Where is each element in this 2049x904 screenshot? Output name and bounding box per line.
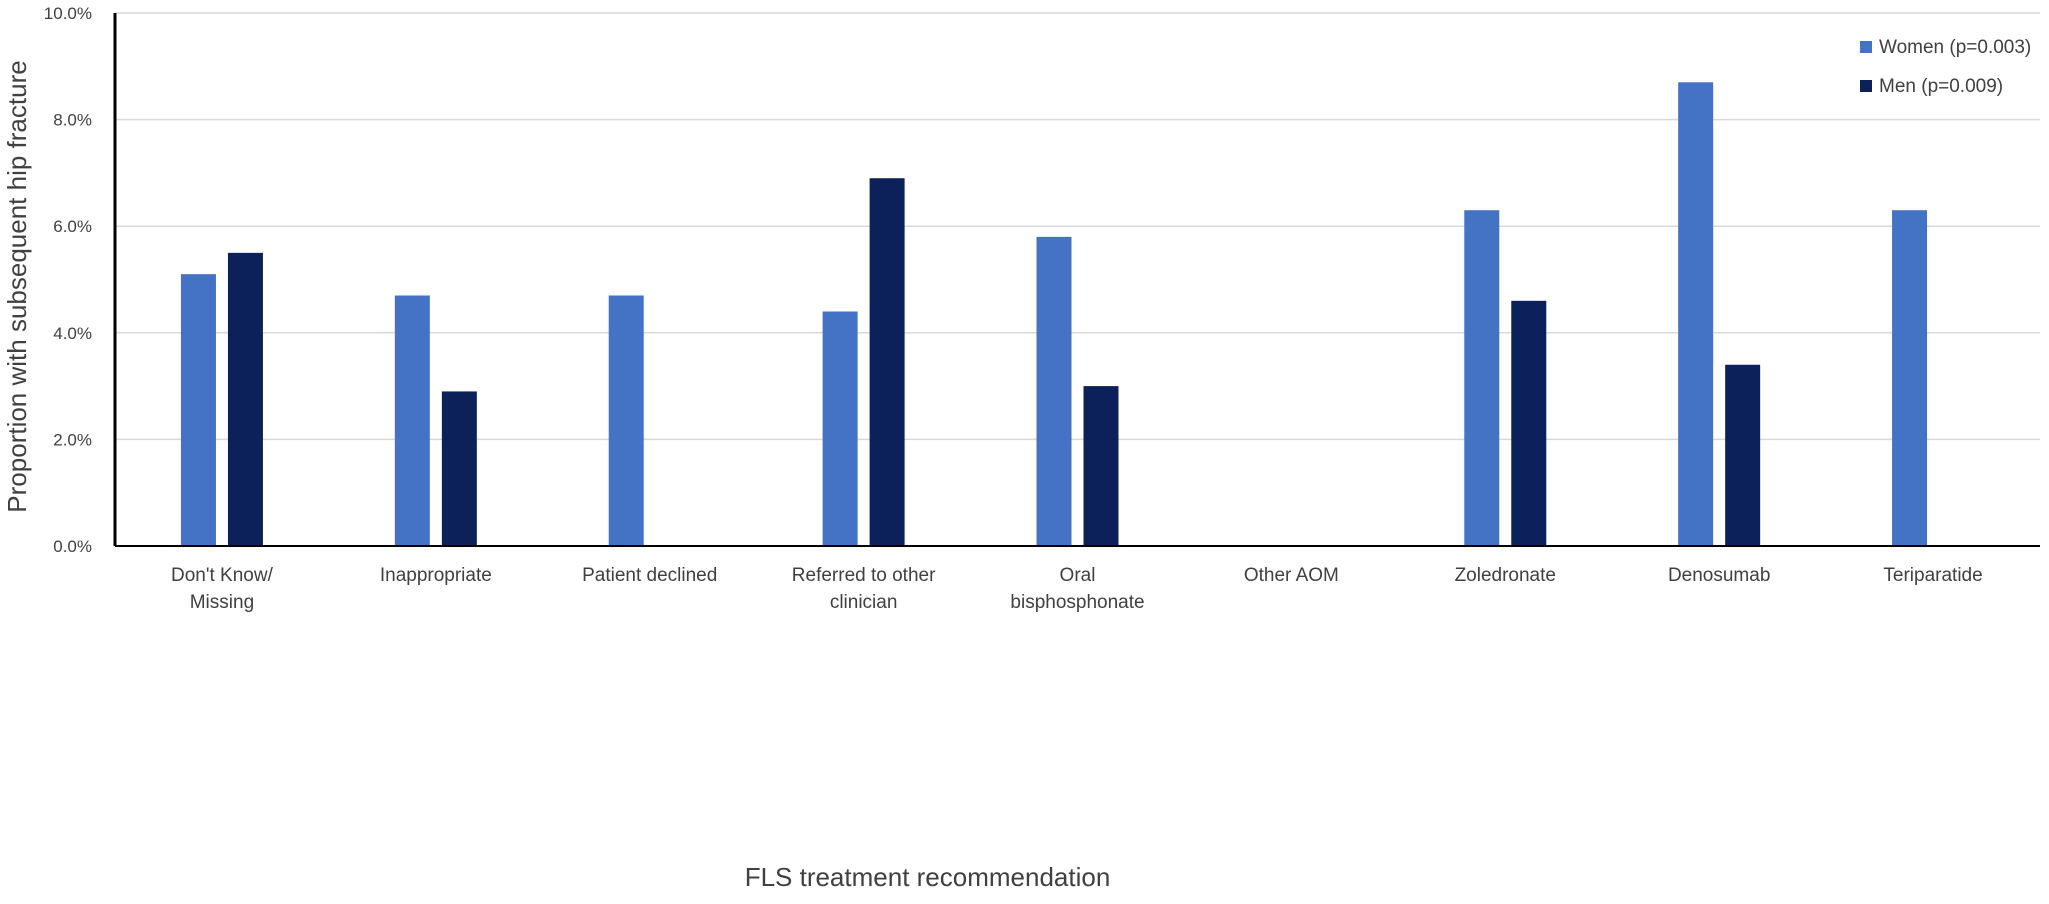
legend-swatch [1860,41,1872,53]
y-tick-label: 4.0% [53,324,92,343]
men-bar [1511,300,1547,546]
x-axis-title: FLS treatment recommendation [745,862,1111,892]
x-category-label: Referred to other clinician [792,565,936,613]
women-bar [1892,210,1928,546]
x-category-label: Inappropriate [380,565,492,586]
women-bar [822,311,858,546]
women-bar [394,295,430,546]
y-tick-label: 10.0% [44,4,92,23]
x-category-label: Other AOM [1244,565,1339,586]
legend-label: Women (p=0.003) [1879,37,2031,58]
bars [180,82,1928,547]
men-bar [227,252,263,546]
y-axis-tick-labels: 0.0% 2.0% 4.0% 6.0% 8.0% 10.0% [44,4,92,556]
x-category-label: Teriparatide [1883,565,1982,586]
x-category-label: Oral bisphosphonate [1010,565,1144,613]
gridlines [115,12,2040,441]
women-bar [608,295,644,546]
men-bar [1083,386,1119,546]
men-bar [869,178,905,547]
women-bar [1036,236,1072,547]
y-tick-label: 8.0% [53,111,92,130]
x-category-label: Zoledronate [1455,565,1556,586]
men-bar [1725,364,1761,546]
legend-swatch [1860,80,1872,92]
women-bar [1678,82,1714,546]
x-axis-category-labels: Don't Know/Missing Inappropriate Patient d… [171,565,1983,613]
women-bar [1464,210,1500,546]
women-bar [180,274,216,546]
y-tick-label: 0.0% [53,537,92,556]
legend-label: Men (p=0.009) [1879,76,2003,97]
men-bar [441,391,477,546]
x-category-label: Don't Know/Missing [171,565,274,613]
x-category-label: Patient declined [582,565,717,586]
legend: Women (p=0.003) Men (p=0.009) [1860,37,2031,97]
x-category-label: Denosumab [1668,565,1770,586]
y-tick-label: 6.0% [53,217,92,236]
y-axis-title: Proportion with subsequent hip fracture [2,60,32,512]
y-tick-label: 2.0% [53,430,92,449]
